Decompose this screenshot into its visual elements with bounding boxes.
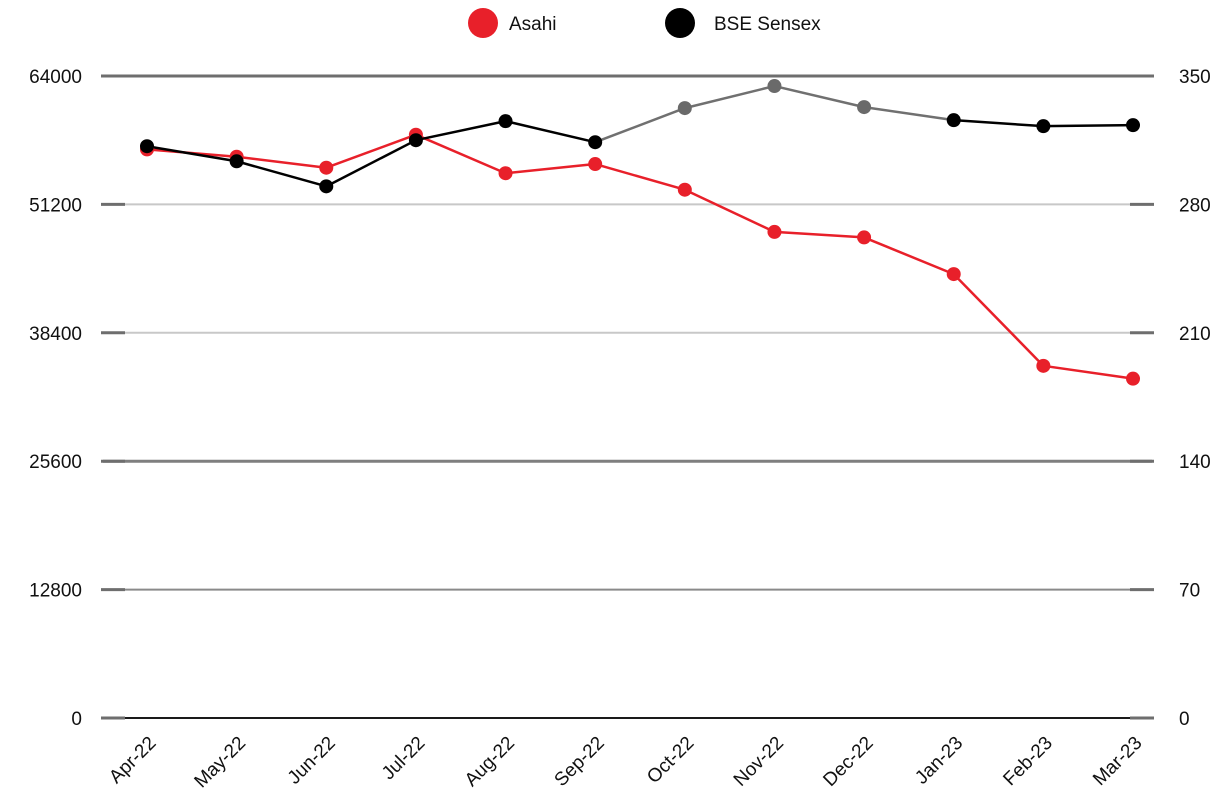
- right-tick-label: 280: [1179, 195, 1211, 216]
- series-line-bse-sensex: [684, 84, 775, 110]
- series-line-asahi: [325, 133, 417, 169]
- x-tick-label: Jul-22: [378, 733, 429, 784]
- x-tick-label: Feb-23: [999, 733, 1056, 790]
- x-axis: Apr-22 May-22 Jun-22 Jul-22 Aug-22 Sep-22 Oct-…: [105, 733, 1146, 793]
- series-line-asahi: [415, 133, 507, 175]
- x-tick-label: Jun-22: [284, 733, 340, 789]
- series-line-asahi: [236, 155, 327, 169]
- left-tick-label: 51200: [29, 195, 82, 216]
- x-tick-label: Oct-22: [643, 733, 698, 788]
- x-tick-label: Mar-23: [1089, 733, 1146, 790]
- right-tick-label: 210: [1179, 324, 1211, 345]
- data-point-asahi: [946, 267, 961, 282]
- series-line-bse-sensex: [863, 105, 954, 122]
- series-line-bse-sensex: [505, 119, 596, 144]
- left-y-axis: 0 12800 25600 38400 51200 64000: [29, 67, 82, 730]
- left-tick-label: 12800: [29, 581, 82, 602]
- right-tick-label: 70: [1179, 581, 1200, 602]
- series-line-bse-sensex: [1043, 123, 1134, 128]
- x-tick-label: May-22: [191, 733, 251, 793]
- data-point-asahi: [498, 166, 513, 181]
- x-tick-label: Dec-22: [819, 733, 877, 791]
- data-point-asahi: [677, 182, 692, 197]
- series-line-asahi: [863, 236, 955, 276]
- data-point-asahi: [857, 230, 872, 245]
- right-tick-label: 350: [1179, 67, 1211, 88]
- data-point-asahi: [588, 157, 603, 172]
- data-point-bse-sensex: [140, 139, 154, 154]
- data-point-asahi: [1126, 371, 1140, 386]
- x-tick-label: Apr-22: [105, 733, 160, 788]
- series-line-asahi: [952, 273, 1045, 367]
- series-line-bse-sensex: [594, 106, 686, 144]
- x-tick-label: Sep-22: [551, 733, 609, 791]
- series-line-bse-sensex: [236, 160, 327, 188]
- data-point-bse-sensex: [588, 135, 603, 150]
- data-point-asahi: [319, 160, 334, 175]
- series-line-bse-sensex: [774, 84, 865, 109]
- chart-legend: Asahi BSE Sensex: [468, 8, 821, 38]
- series-lines: [146, 84, 1134, 380]
- data-point-bse-sensex: [498, 114, 513, 129]
- series-line-asahi: [594, 162, 686, 191]
- right-y-axis: 0 70 140 210 280 350: [1179, 67, 1211, 730]
- series-line-asahi: [505, 162, 596, 175]
- series-line-asahi: [684, 188, 775, 234]
- data-point-bse-sensex: [857, 100, 872, 115]
- data-point-bse-sensex: [677, 101, 692, 116]
- data-point-asahi: [767, 224, 782, 239]
- series-line-bse-sensex: [146, 144, 237, 163]
- legend-marker-bse-sensex: [665, 8, 695, 38]
- series-line-asahi: [774, 230, 865, 239]
- data-point-bse-sensex: [319, 179, 334, 194]
- left-tick-label: 38400: [29, 324, 82, 345]
- series-line-bse-sensex: [953, 118, 1044, 128]
- x-tick-label: Nov-22: [730, 733, 788, 791]
- data-point-bse-sensex: [946, 113, 961, 128]
- x-tick-label: Jan-23: [911, 733, 967, 789]
- left-tick-label: 25600: [29, 452, 82, 473]
- data-point-bse-sensex: [408, 133, 423, 148]
- series-line-bse-sensex: [325, 139, 417, 188]
- legend-label-asahi: Asahi: [509, 14, 557, 35]
- data-point-bse-sensex: [1126, 118, 1140, 133]
- legend-label-bse-sensex: BSE Sensex: [714, 14, 821, 35]
- data-point-bse-sensex: [767, 79, 782, 94]
- data-point-asahi: [1036, 358, 1051, 373]
- left-tick-label: 0: [71, 709, 82, 730]
- right-tick-label: 140: [1179, 452, 1211, 473]
- series-line-asahi: [1043, 364, 1134, 380]
- series-line-bse-sensex: [415, 119, 506, 142]
- data-point-bse-sensex: [1036, 119, 1051, 134]
- gridlines: [101, 74, 1154, 720]
- left-tick-label: 64000: [29, 67, 82, 88]
- x-tick-label: Aug-22: [461, 733, 519, 791]
- legend-marker-asahi: [468, 8, 498, 38]
- data-point-bse-sensex: [229, 154, 244, 169]
- series-points: [140, 79, 1140, 386]
- right-tick-label: 0: [1179, 709, 1190, 730]
